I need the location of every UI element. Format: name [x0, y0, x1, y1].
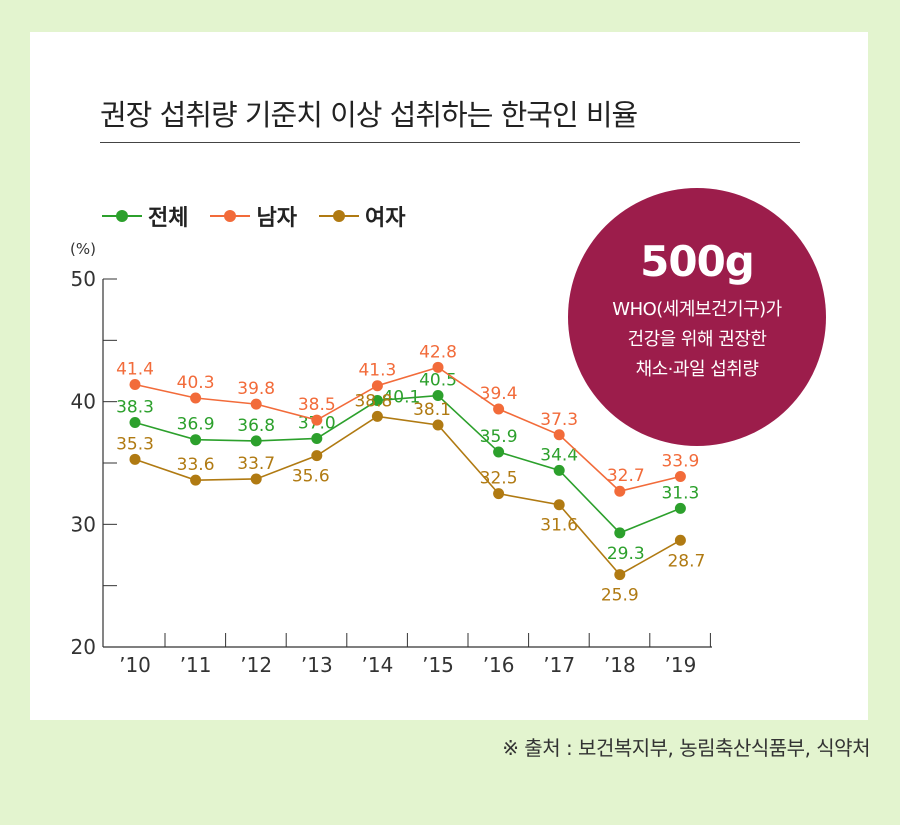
data-point-male [371, 380, 383, 392]
data-point-female [129, 453, 141, 465]
y-tick-label: 20 [71, 635, 96, 659]
legend-label-male: 남자 [256, 206, 297, 231]
badge-line-3: 채소·과일 섭취량 [635, 359, 759, 380]
data-label-total: 31.3 [661, 483, 699, 503]
badge-line-1: WHO(세계보건기구)가 [612, 299, 782, 320]
data-point-male [311, 414, 323, 426]
data-label-male: 33.9 [661, 451, 699, 471]
data-label-total: 40.1 [382, 387, 420, 407]
data-point-male [432, 361, 444, 373]
legend-item-total: 전체 [102, 200, 188, 232]
series-line-total [134, 394, 681, 534]
data-point-total [129, 417, 141, 429]
data-point-total [553, 464, 565, 476]
data-point-female [190, 474, 202, 486]
data-point-male [553, 429, 565, 441]
data-label-female: 33.7 [237, 454, 275, 474]
data-label-female: 38.1 [413, 400, 451, 420]
data-point-male [493, 403, 505, 415]
x-tick-label: ’10 [119, 653, 151, 677]
data-label-female: 33.6 [177, 455, 215, 475]
data-label-total: 36.9 [177, 415, 215, 435]
y-tick-label: 50 [71, 267, 96, 291]
data-label-male: 41.4 [116, 359, 154, 379]
legend-marker-female [318, 206, 359, 226]
data-point-male [190, 392, 202, 404]
x-tick-label: ’12 [240, 653, 272, 677]
data-point-total [190, 434, 202, 446]
x-tick-label: ’11 [180, 653, 212, 677]
data-point-female [493, 488, 505, 500]
x-tick-label: ’18 [604, 653, 636, 677]
series-line-male [134, 366, 681, 493]
chart-title: 권장 섭취량 기준치 이상 섭취하는 한국인 비율 [100, 92, 800, 143]
data-point-total [371, 394, 383, 406]
data-point-female [614, 569, 626, 581]
info-badge: 500g WHO(세계보건기구)가 건강을 위해 권장한 채소·과일 섭취량 [568, 188, 826, 446]
y-tick-label: 30 [71, 512, 96, 536]
data-label-female: 31.6 [540, 516, 578, 536]
x-tick-label: ’13 [301, 653, 333, 677]
legend-marker-total [102, 206, 142, 226]
data-label-male: 32.7 [607, 466, 645, 486]
x-tick-label: ’15 [422, 653, 454, 677]
data-point-male [129, 378, 141, 390]
badge-amount: 500g [640, 237, 755, 286]
data-label-male: 42.8 [419, 342, 457, 362]
data-point-total [674, 502, 686, 514]
y-tick-label: 40 [71, 390, 96, 414]
legend-item-male: 남자 [210, 200, 297, 232]
data-label-male: 40.3 [177, 373, 215, 393]
legend: 전체 남자 여자 [102, 198, 405, 234]
data-label-female: 38.8 [354, 391, 392, 411]
data-label-total: 38.3 [116, 398, 154, 418]
data-label-female: 35.3 [116, 434, 154, 454]
data-point-total [311, 432, 323, 444]
source-note: ※ 출처 : 보건복지부, 농림축산식품부, 식약처 [502, 736, 870, 760]
data-point-female [371, 410, 383, 422]
data-label-female: 32.5 [480, 469, 518, 489]
legend-marker-male [210, 206, 251, 226]
data-label-total: 35.9 [480, 427, 518, 447]
data-label-total: 36.8 [237, 416, 275, 436]
data-label-total: 34.4 [540, 445, 578, 465]
legend-item-female: 여자 [318, 200, 406, 232]
x-tick-label: ’16 [483, 653, 515, 677]
data-point-male [614, 485, 626, 497]
y-axis-unit: (%) [70, 240, 96, 258]
data-point-total [432, 390, 444, 402]
badge-line-2: 건강을 위해 권장한 [627, 329, 767, 350]
data-label-male: 39.4 [480, 384, 518, 404]
legend-label-female: 여자 [364, 206, 406, 231]
data-point-female [674, 534, 686, 546]
data-label-female: 25.9 [601, 586, 639, 606]
data-point-female [250, 473, 262, 485]
data-point-total [250, 435, 262, 447]
data-point-total [493, 446, 505, 458]
data-label-female: 35.6 [292, 467, 330, 487]
legend-label-total: 전체 [148, 206, 189, 231]
data-label-male: 37.3 [540, 410, 578, 430]
data-label-male: 39.8 [237, 379, 275, 399]
x-tick-label: ’19 [664, 653, 696, 677]
data-label-total: 40.5 [419, 371, 457, 391]
data-point-female [432, 419, 444, 431]
data-point-male [674, 470, 686, 482]
series-line-female [134, 415, 681, 576]
data-point-total [614, 527, 626, 539]
x-tick-label: ’14 [361, 653, 393, 677]
data-point-female [553, 499, 565, 511]
x-tick-label: ’17 [543, 653, 575, 677]
data-label-male: 38.5 [298, 395, 336, 415]
data-label-male: 41.3 [358, 361, 396, 381]
data-point-female [311, 450, 323, 462]
data-label-female: 28.7 [667, 551, 705, 571]
data-label-total: 29.3 [607, 544, 645, 564]
data-point-male [250, 398, 262, 410]
